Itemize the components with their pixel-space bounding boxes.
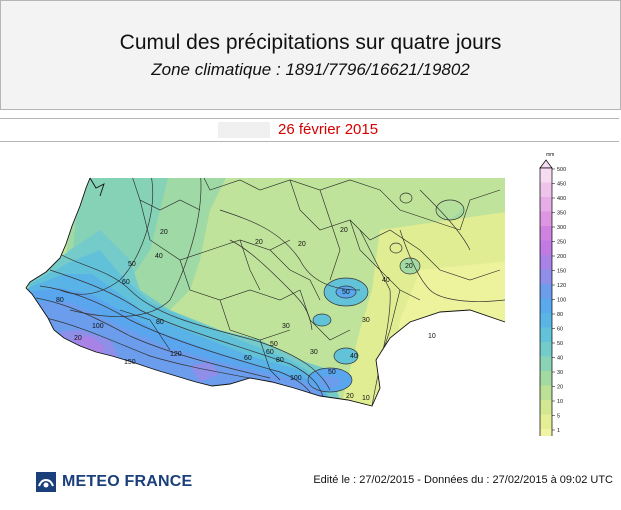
legend-tick-label: 60 bbox=[557, 327, 563, 333]
legend-swatch bbox=[540, 414, 552, 429]
legend-swatch bbox=[540, 385, 552, 400]
legend-swatch bbox=[540, 400, 552, 415]
legend-swatch bbox=[540, 313, 552, 328]
contour-label: 40 bbox=[350, 353, 358, 360]
contour-label: 20 bbox=[298, 241, 306, 248]
date-redaction bbox=[218, 122, 270, 138]
contour-label: 20 bbox=[74, 335, 82, 342]
legend-swatch bbox=[540, 356, 552, 371]
contour-label: 10 bbox=[428, 333, 436, 340]
legend-tick-label: 250 bbox=[557, 240, 566, 246]
contour-label: 50 bbox=[328, 369, 336, 376]
legend-border bbox=[539, 167, 553, 436]
legend-swatch bbox=[540, 429, 552, 436]
department-borders bbox=[119, 178, 501, 381]
contour-label: 60 bbox=[244, 355, 252, 362]
coastline bbox=[25, 177, 506, 407]
legend-swatch bbox=[540, 298, 552, 313]
header-panel: Cumul des précipitations sur quatre jour… bbox=[0, 0, 621, 110]
legend-tick-label: 10 bbox=[557, 399, 563, 405]
date-label: 26 février 2015 bbox=[278, 121, 379, 138]
contour-label: 20 bbox=[405, 263, 413, 270]
legend-tick-label: 200 bbox=[557, 254, 566, 260]
legend-tick-label: 100 bbox=[557, 298, 566, 304]
legend-tick-label: 450 bbox=[557, 182, 566, 188]
legend-tick-label: 40 bbox=[557, 356, 563, 362]
legend-swatch bbox=[540, 342, 552, 357]
legend-swatch bbox=[540, 182, 552, 197]
precipitation-map: 10 20 20 20 30 30 40 40 50 50 50 60 60 6… bbox=[0, 170, 520, 410]
legend-swatch bbox=[540, 255, 552, 270]
legend-cap-top bbox=[539, 159, 553, 169]
legend-swatch bbox=[540, 226, 552, 241]
contour-label: 30 bbox=[310, 349, 318, 356]
contour-label: 20 bbox=[255, 239, 263, 246]
legend-swatch bbox=[540, 371, 552, 386]
brand-name: METEO FRANCE bbox=[62, 473, 193, 490]
contour-labels: 10 20 20 20 30 30 40 40 50 50 50 60 60 6… bbox=[56, 227, 436, 402]
contour-label: 60 bbox=[122, 279, 130, 286]
edition-info: Edité le : 27/02/2015 - Données du : 27/… bbox=[313, 474, 613, 486]
legend-swatch bbox=[540, 211, 552, 226]
meteo-france-logo: METEO FRANCE bbox=[36, 472, 236, 494]
contour-label: 20 bbox=[160, 229, 168, 236]
legend-tick-label: 50 bbox=[557, 341, 563, 347]
legend-tick-label: 80 bbox=[557, 312, 563, 318]
contour-label: 50 bbox=[270, 341, 278, 348]
contour-label: 60 bbox=[266, 349, 274, 356]
legend-tick-label: 120 bbox=[557, 283, 566, 289]
contour-lines bbox=[35, 178, 505, 406]
contour-label: 30 bbox=[282, 323, 290, 330]
contour-label: 40 bbox=[155, 253, 163, 260]
legend-tick-label: 1 bbox=[557, 428, 560, 434]
date-bar: 26 février 2015 bbox=[0, 118, 619, 142]
legend-swatch bbox=[540, 269, 552, 284]
contour-label: 20 bbox=[346, 393, 354, 400]
contour-label: 50 bbox=[128, 261, 136, 268]
legend-unit: mm bbox=[546, 152, 554, 158]
contour-label: 20 bbox=[340, 227, 348, 234]
legend-tick-label: 150 bbox=[557, 269, 566, 275]
legend-swatch bbox=[540, 197, 552, 212]
legend-swatch bbox=[540, 327, 552, 342]
contour-label: 150 bbox=[124, 359, 136, 366]
contour-label: 100 bbox=[92, 323, 104, 330]
legend-tick-label: 350 bbox=[557, 211, 566, 217]
contour-label: 10 bbox=[362, 395, 370, 402]
contour-label: 80 bbox=[56, 297, 64, 304]
map-title: Cumul des précipitations sur quatre jour… bbox=[119, 31, 502, 54]
legend-tick-label: 500 bbox=[557, 167, 566, 173]
legend-swatch bbox=[540, 240, 552, 255]
contour-label: 100 bbox=[290, 375, 302, 382]
legend-swatch bbox=[540, 284, 552, 299]
contour-label: 50 bbox=[342, 289, 350, 296]
legend-tick-label: 30 bbox=[557, 370, 563, 376]
contour-label: 40 bbox=[382, 277, 390, 284]
map-subtitle: Zone climatique : 1891/7796/16621/19802 bbox=[151, 60, 470, 79]
legend-tick-label: 20 bbox=[557, 385, 563, 391]
legend-tick-label: 400 bbox=[557, 196, 566, 202]
legend-tick-label: 5 bbox=[557, 414, 560, 420]
precipitation-legend: mm 5004504003503002502001501201008060504… bbox=[539, 152, 566, 436]
contour-label: 120 bbox=[170, 351, 182, 358]
contour-label: 80 bbox=[276, 357, 284, 364]
legend-tick-label: 300 bbox=[557, 225, 566, 231]
meteo-france-logo-icon bbox=[36, 472, 56, 492]
contour-label: 30 bbox=[362, 317, 370, 324]
contour-label: 80 bbox=[156, 319, 164, 326]
coastline-north bbox=[89, 177, 105, 197]
legend-swatch bbox=[540, 168, 552, 183]
